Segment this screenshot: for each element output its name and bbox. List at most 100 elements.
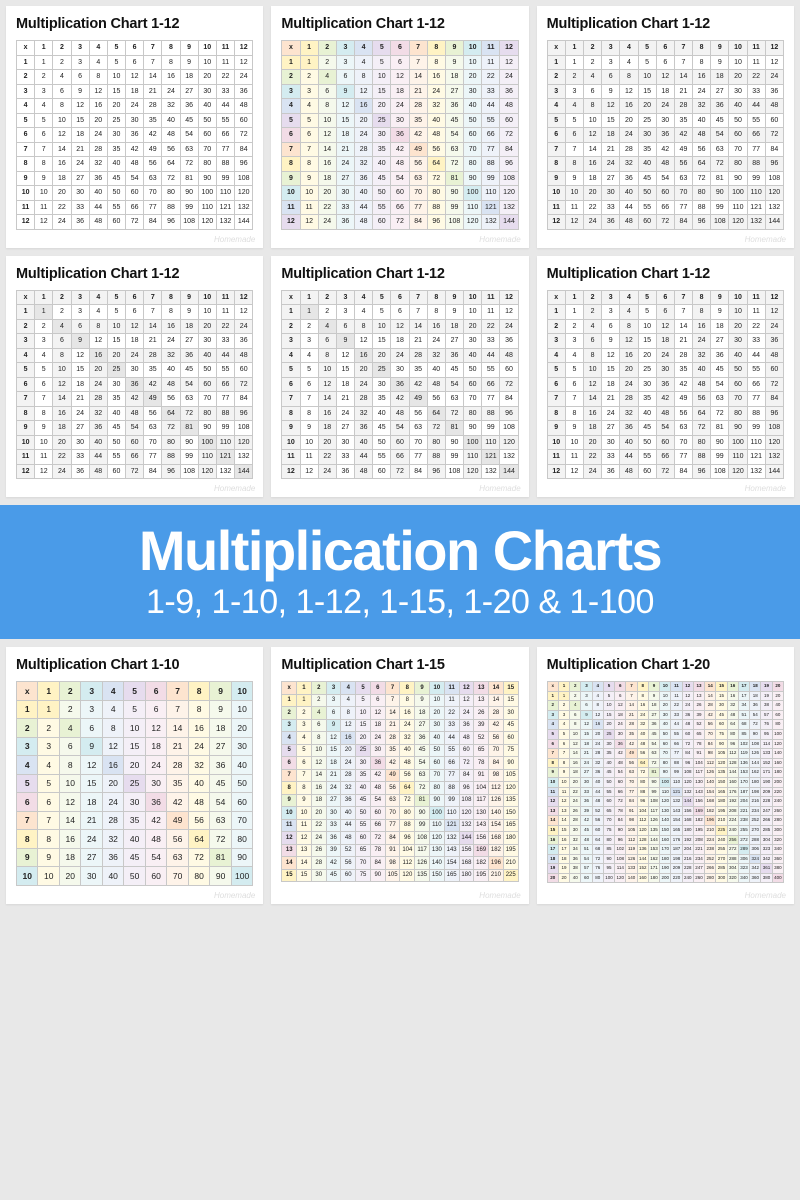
table-cell: 60 <box>500 113 518 128</box>
table-cell: 12 <box>355 84 373 99</box>
watermark: Homemade <box>479 891 520 900</box>
table-cell: 63 <box>210 811 231 830</box>
table-cell: 24 <box>427 334 445 349</box>
table-cell: 140 <box>772 749 783 759</box>
table-cell: 8 <box>565 157 583 172</box>
table-cell: 130 <box>660 806 671 816</box>
table-cell: 30 <box>464 84 482 99</box>
table-header-cell: 8 <box>282 782 297 795</box>
table-cell: 72 <box>656 464 674 479</box>
table-cell: 96 <box>693 215 711 230</box>
table-cell: 10 <box>729 305 747 320</box>
table-cell: 20 <box>59 867 80 886</box>
table-header-cell: 14 <box>489 682 504 695</box>
table-cell: 12 <box>370 707 385 720</box>
table-cell: 88 <box>693 450 711 465</box>
table-cell: 4 <box>558 720 569 730</box>
table-cell: 16 <box>89 348 107 363</box>
chart-grid-bottom: Multiplication Chart 1-10x12345678910112… <box>0 641 800 910</box>
table-header-cell: 4 <box>592 682 603 692</box>
table-cell: 18 <box>180 319 198 334</box>
table-cell: 180 <box>716 797 727 807</box>
table-cell: 3 <box>565 334 583 349</box>
table-cell: 240 <box>716 835 727 845</box>
table-cell: 25 <box>638 363 656 378</box>
table-cell: 21 <box>385 719 400 732</box>
banner: Multiplication Charts1-9, 1-10, 1-12, 1-… <box>0 505 800 639</box>
table-cell: 50 <box>198 363 216 378</box>
table-cell: 5 <box>356 694 371 707</box>
table-cell: 144 <box>235 464 253 479</box>
table-cell: 28 <box>89 392 107 407</box>
table-cell: 25 <box>373 363 391 378</box>
table-cell: 16 <box>558 835 569 845</box>
table-cell: 11 <box>444 694 459 707</box>
table-header-cell: 3 <box>547 84 565 99</box>
table-header-cell: 5 <box>356 682 371 695</box>
table-cell: 32 <box>188 756 209 775</box>
table-cell: 30 <box>373 128 391 143</box>
table-header-cell: 12 <box>17 464 35 479</box>
table-cell: 30 <box>656 363 674 378</box>
table-cell: 36 <box>459 719 474 732</box>
table-header-cell: 5 <box>124 682 145 701</box>
table-cell: 96 <box>459 782 474 795</box>
table-header-cell: 6 <box>391 41 409 56</box>
table-cell: 144 <box>235 215 253 230</box>
table-header-cell: 10 <box>660 682 671 692</box>
table-cell: 10 <box>59 774 80 793</box>
table-cell: 63 <box>144 421 162 436</box>
table-cell: 4 <box>565 348 583 363</box>
table-cell: 21 <box>602 142 620 157</box>
table-cell: 45 <box>445 113 463 128</box>
table-cell: 72 <box>500 377 518 392</box>
table-cell: 36 <box>620 421 638 436</box>
table-cell: 105 <box>385 869 400 882</box>
table-cell: 40 <box>729 348 747 363</box>
table-cell: 168 <box>489 832 504 845</box>
table-cell: 44 <box>89 450 107 465</box>
table-header-cell: 9 <box>17 171 35 186</box>
table-cell: 112 <box>705 758 716 768</box>
table-header-cell: 11 <box>747 41 765 56</box>
table-cell: 133 <box>761 749 772 759</box>
table-cell: 3 <box>336 305 354 320</box>
table-cell: 45 <box>716 710 727 720</box>
table-cell: 12 <box>565 215 583 230</box>
table-cell: 44 <box>482 99 500 114</box>
table-cell: 36 <box>581 797 592 807</box>
table-cell: 128 <box>727 758 738 768</box>
table-header-cell: 2 <box>17 319 35 334</box>
table-header-cell: x <box>17 290 35 305</box>
chart-title: Multiplication Chart 1-12 <box>547 266 784 282</box>
table-cell: 182 <box>489 844 504 857</box>
table-cell: 216 <box>682 854 693 864</box>
table-cell: 10 <box>198 305 216 320</box>
table-cell: 40 <box>373 157 391 172</box>
table-cell: 77 <box>385 819 400 832</box>
table-cell: 11 <box>747 305 765 320</box>
table-cell: 20 <box>464 319 482 334</box>
table-cell: 8 <box>427 305 445 320</box>
table-cell: 2 <box>584 305 602 320</box>
table-cell: 20 <box>198 70 216 85</box>
table-cell: 150 <box>429 869 444 882</box>
table-cell: 70 <box>464 392 482 407</box>
table-cell: 108 <box>500 171 518 186</box>
table-cell: 55 <box>482 113 500 128</box>
table-cell: 60 <box>145 867 166 886</box>
table-cell: 55 <box>216 363 234 378</box>
table-header-cell: 1 <box>297 682 312 695</box>
table-cell: 4 <box>584 319 602 334</box>
table-cell: 30 <box>326 807 341 820</box>
table-cell: 50 <box>373 186 391 201</box>
table-cell: 8 <box>35 406 53 421</box>
table-cell: 96 <box>682 758 693 768</box>
table-cell: 6 <box>38 793 59 812</box>
table-cell: 9 <box>180 305 198 320</box>
table-cell: 7 <box>35 142 53 157</box>
table-cell: 44 <box>216 99 234 114</box>
table-cell: 99 <box>482 171 500 186</box>
table-cell: 12 <box>297 832 312 845</box>
banner-title: Multiplication Charts <box>8 523 792 579</box>
